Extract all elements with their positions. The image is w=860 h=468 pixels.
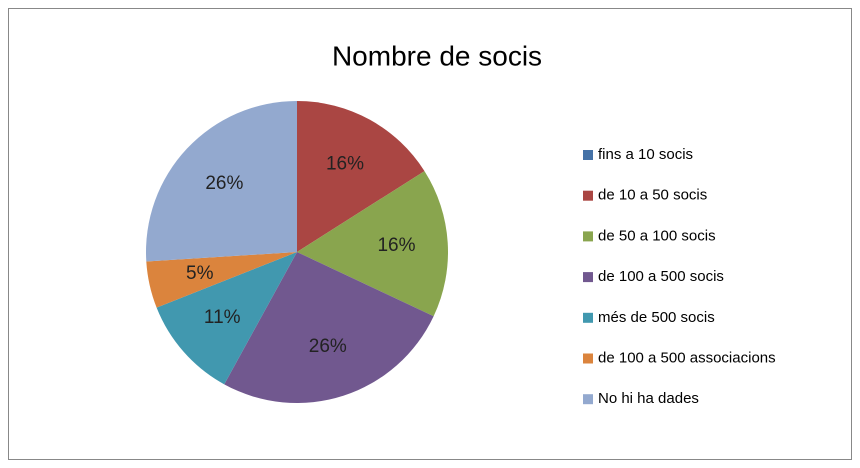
pie-slice bbox=[224, 252, 434, 403]
legend-label: No hi ha dades bbox=[598, 390, 699, 407]
data-label: 11% bbox=[204, 307, 241, 328]
pie-slice bbox=[297, 101, 425, 252]
legend-swatch bbox=[583, 231, 593, 242]
legend-swatch bbox=[583, 150, 593, 160]
data-label: 16% bbox=[326, 154, 364, 175]
legend-label: de 100 a 500 associacions bbox=[598, 349, 776, 366]
pie-slice bbox=[146, 252, 297, 308]
legend-label: de 50 a 100 socis bbox=[598, 227, 716, 244]
data-label: 16% bbox=[377, 235, 415, 256]
legend-label: fins a 10 socis bbox=[598, 146, 693, 163]
pie-slice bbox=[156, 252, 297, 385]
data-label: 5% bbox=[186, 263, 214, 284]
legend-swatch bbox=[583, 312, 593, 323]
pie-slice bbox=[145, 101, 297, 262]
legend-label: de 100 a 500 socis bbox=[598, 268, 724, 285]
data-label: 26% bbox=[309, 336, 347, 357]
legend-swatch bbox=[583, 272, 593, 283]
legend-label: més de 500 socis bbox=[598, 309, 715, 326]
legend-swatch bbox=[583, 353, 593, 364]
legend-swatch bbox=[583, 394, 593, 405]
legend-label: de 10 a 50 socis bbox=[598, 187, 707, 204]
legend-swatch bbox=[583, 190, 593, 201]
data-label: 26% bbox=[205, 173, 243, 194]
pie-slice bbox=[297, 171, 448, 317]
chart-title: Nombre de socis bbox=[332, 40, 542, 71]
